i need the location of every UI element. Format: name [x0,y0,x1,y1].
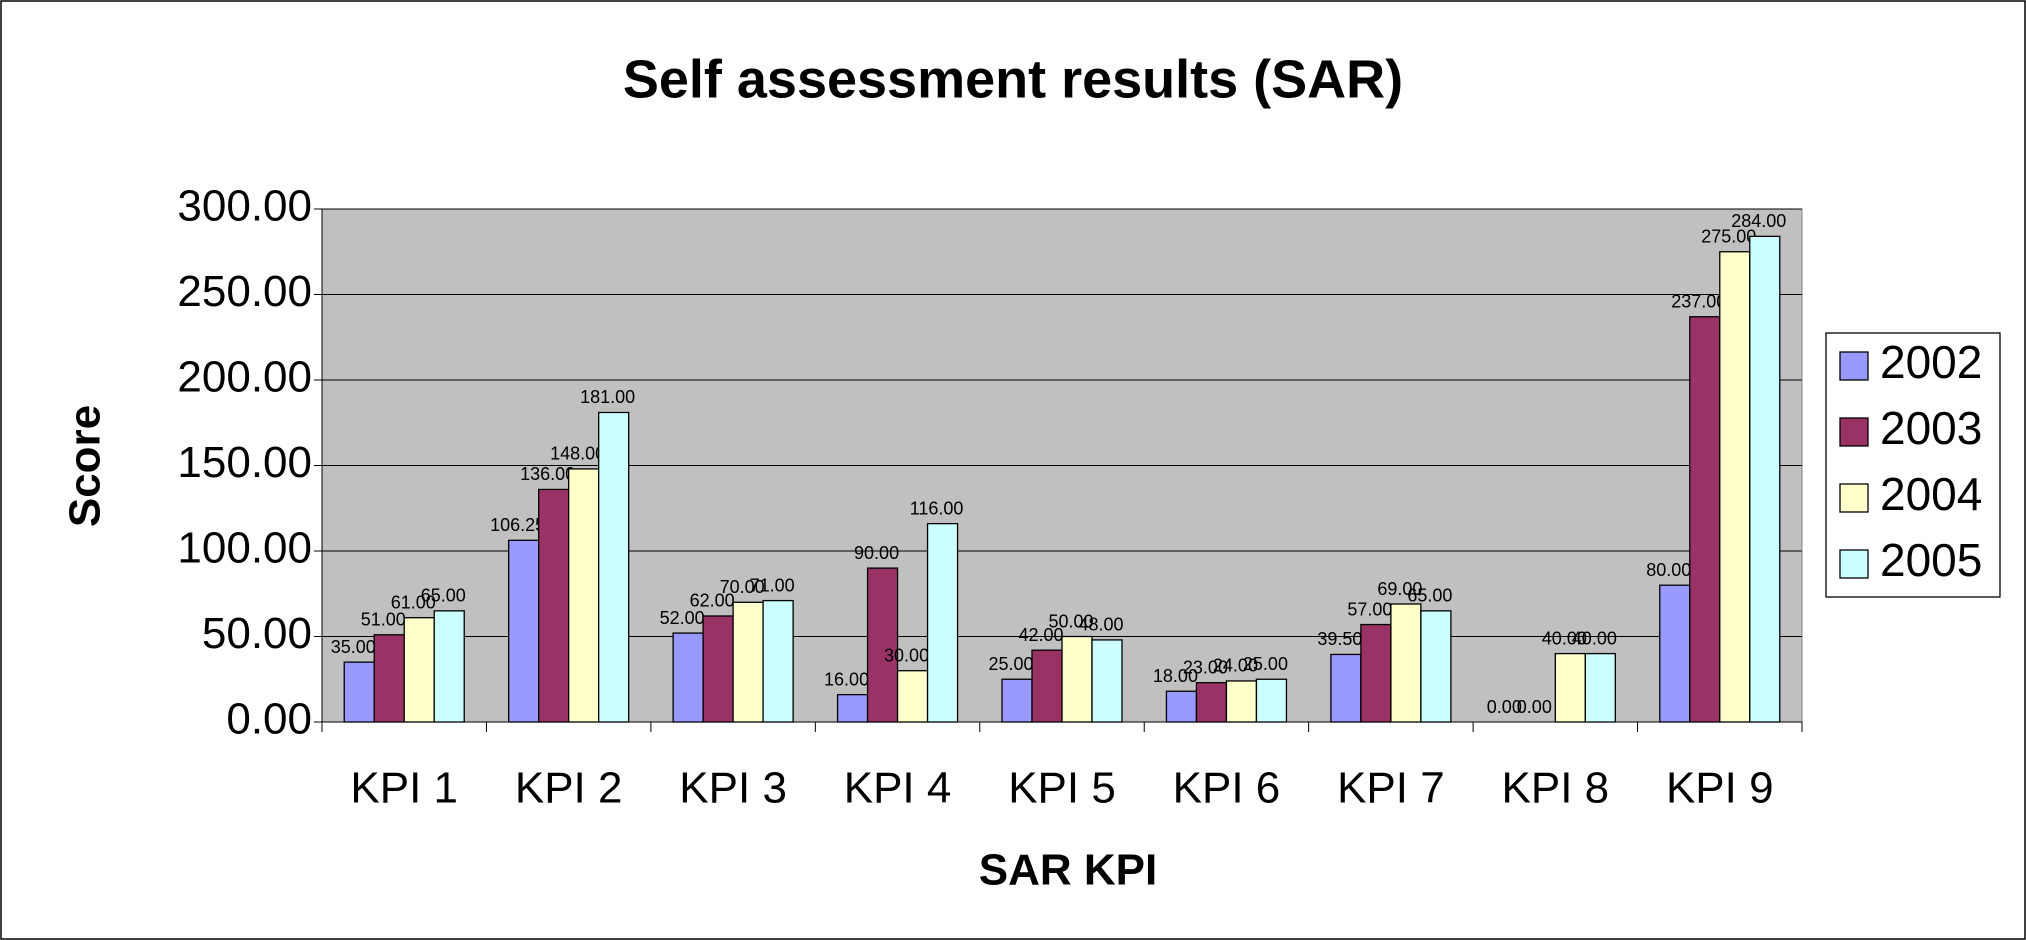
bar [1360,623,1392,723]
y-tick-label: 200.00 [177,353,312,402]
x-tick-label: KPI 4 [844,764,952,813]
value-label: 0.00 [1517,697,1552,717]
bar [672,632,704,723]
value-label: 51.00 [361,610,406,630]
legend-label: 2002 [1880,336,1982,388]
bar [836,693,869,723]
value-label: 284.00 [1731,211,1786,231]
bar [1091,639,1123,723]
y-tick-label: 250.00 [177,267,312,316]
bar [1255,678,1288,723]
bar [433,610,465,723]
x-tick-label: KPI 7 [1337,764,1445,813]
bar [1689,316,1721,723]
value-label: 23.00 [1183,657,1228,677]
value-label: 50.00 [1048,611,1093,631]
bar [1584,652,1616,723]
value-label: 24.00 [1213,656,1258,676]
bar [1554,652,1586,723]
value-label: 0.00 [1487,697,1522,717]
value-label: 52.00 [660,608,705,628]
legend-label: 2005 [1880,534,1982,586]
x-tick-label: KPI 3 [679,764,787,813]
value-label: 42.00 [1018,625,1063,645]
bar [508,539,540,723]
value-label: 237.00 [1671,291,1726,311]
value-label: 275.00 [1701,227,1756,247]
value-label: 62.00 [690,591,735,611]
bar [373,634,405,723]
y-axis-title: Score [61,405,110,527]
value-label: 71.00 [750,575,795,595]
legend-swatch [1839,549,1869,579]
value-label: 16.00 [824,669,869,689]
value-label: 65.00 [1407,586,1452,606]
value-label: 65.00 [421,586,466,606]
value-label: 181.00 [580,387,635,407]
bar [762,599,794,723]
bar [702,615,734,723]
x-tick-label: KPI 8 [1502,764,1610,813]
bar [598,411,630,723]
value-label: 69.00 [1377,579,1422,599]
value-label: 106.25 [490,515,545,535]
legend-label: 2003 [1880,402,1982,454]
y-tick-label: 150.00 [177,438,312,487]
legend-swatch [1839,483,1869,513]
chart-title: Self assessment results (SAR) [623,49,1403,109]
x-tick-label: KPI 9 [1666,764,1774,813]
bar [926,522,959,723]
bar [1195,682,1228,723]
x-tick-label: KPI 6 [1173,764,1281,813]
value-label: 70.00 [720,577,765,597]
bar [403,617,435,723]
value-label: 90.00 [854,543,899,563]
bar [732,601,764,723]
value-label: 148.00 [550,444,605,464]
bar [343,661,375,723]
bar [1165,690,1198,723]
y-tick-label: 0.00 [226,695,312,744]
bar [866,567,899,723]
value-label: 39.50 [1317,629,1362,649]
bar [1330,653,1362,723]
legend-label: 2004 [1880,468,1982,520]
bar [1420,610,1452,723]
bar [1225,680,1258,723]
y-tick-label: 100.00 [177,524,312,573]
bar [896,670,929,723]
legend-swatch [1839,351,1869,381]
bar [1390,603,1422,723]
value-label: 136.00 [520,464,575,484]
value-label: 61.00 [391,592,436,612]
value-label: 35.00 [331,637,376,657]
x-tick-label: KPI 1 [350,764,458,813]
value-label: 25.00 [988,654,1033,674]
bar [1749,235,1781,723]
bar [1659,584,1691,723]
bar [538,488,570,723]
value-label: 18.00 [1153,666,1198,686]
x-axis-title: SAR KPI [979,846,1157,895]
value-label: 40.00 [1542,628,1587,648]
value-label: 116.00 [910,498,964,518]
value-label: 57.00 [1347,599,1392,619]
y-tick-label: 300.00 [177,182,312,231]
x-tick-label: KPI 5 [1008,764,1116,813]
value-label: 25.00 [1243,654,1288,674]
value-label: 30.00 [884,645,929,665]
value-label: 80.00 [1646,560,1691,580]
bar [1061,635,1093,723]
value-label: 48.00 [1078,615,1123,635]
value-label: 40.00 [1572,628,1617,648]
legend-swatch [1839,417,1869,447]
bar [1031,649,1063,723]
bar [568,468,600,723]
bar [1001,678,1033,723]
bar [1719,251,1751,723]
x-tick-label: KPI 2 [515,764,623,813]
y-tick-label: 50.00 [202,609,312,658]
